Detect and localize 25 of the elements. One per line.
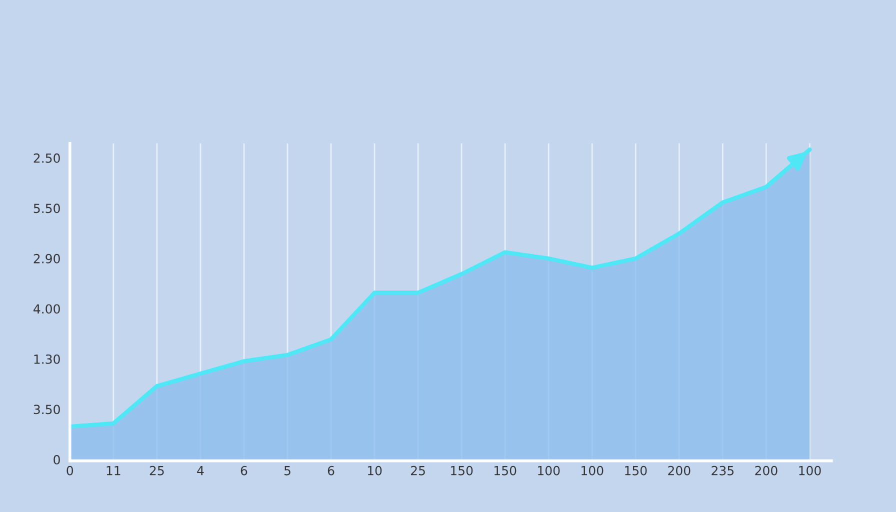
text: 1.30 (34, 354, 60, 364)
text: 2.90 (34, 254, 60, 264)
x-tick-label: 150 (494, 466, 516, 476)
x-tick-label: 150 (625, 466, 647, 476)
x-tick-label: 25 (411, 466, 425, 476)
text: 5.50 (34, 204, 60, 214)
x-tick-label: 11 (106, 466, 120, 476)
x-tick-label: 10 (368, 466, 382, 476)
x-tick-label: 0 (66, 466, 74, 476)
x-tick-label: 6 (240, 466, 248, 476)
x-tick-label: 235 (712, 466, 734, 476)
x-tick-label: 25 (150, 466, 164, 476)
x-tick-label: 200 (668, 466, 690, 476)
x-tick-label: 200 (755, 466, 778, 476)
text: 0 (54, 454, 60, 464)
text: 4.00 (34, 304, 60, 314)
x-tick-label: 6 (328, 466, 334, 476)
text: 2.50 (34, 153, 60, 163)
x-tick-label: 4 (197, 466, 204, 476)
x-tick-label: 100 (538, 466, 560, 476)
text: 3.50 (34, 404, 60, 414)
x-tick-label: 5 (284, 466, 290, 476)
x-tick-label: 100 (582, 466, 604, 476)
x-tick-label: 150 (451, 466, 473, 476)
x-tick-label: 100 (799, 466, 821, 476)
